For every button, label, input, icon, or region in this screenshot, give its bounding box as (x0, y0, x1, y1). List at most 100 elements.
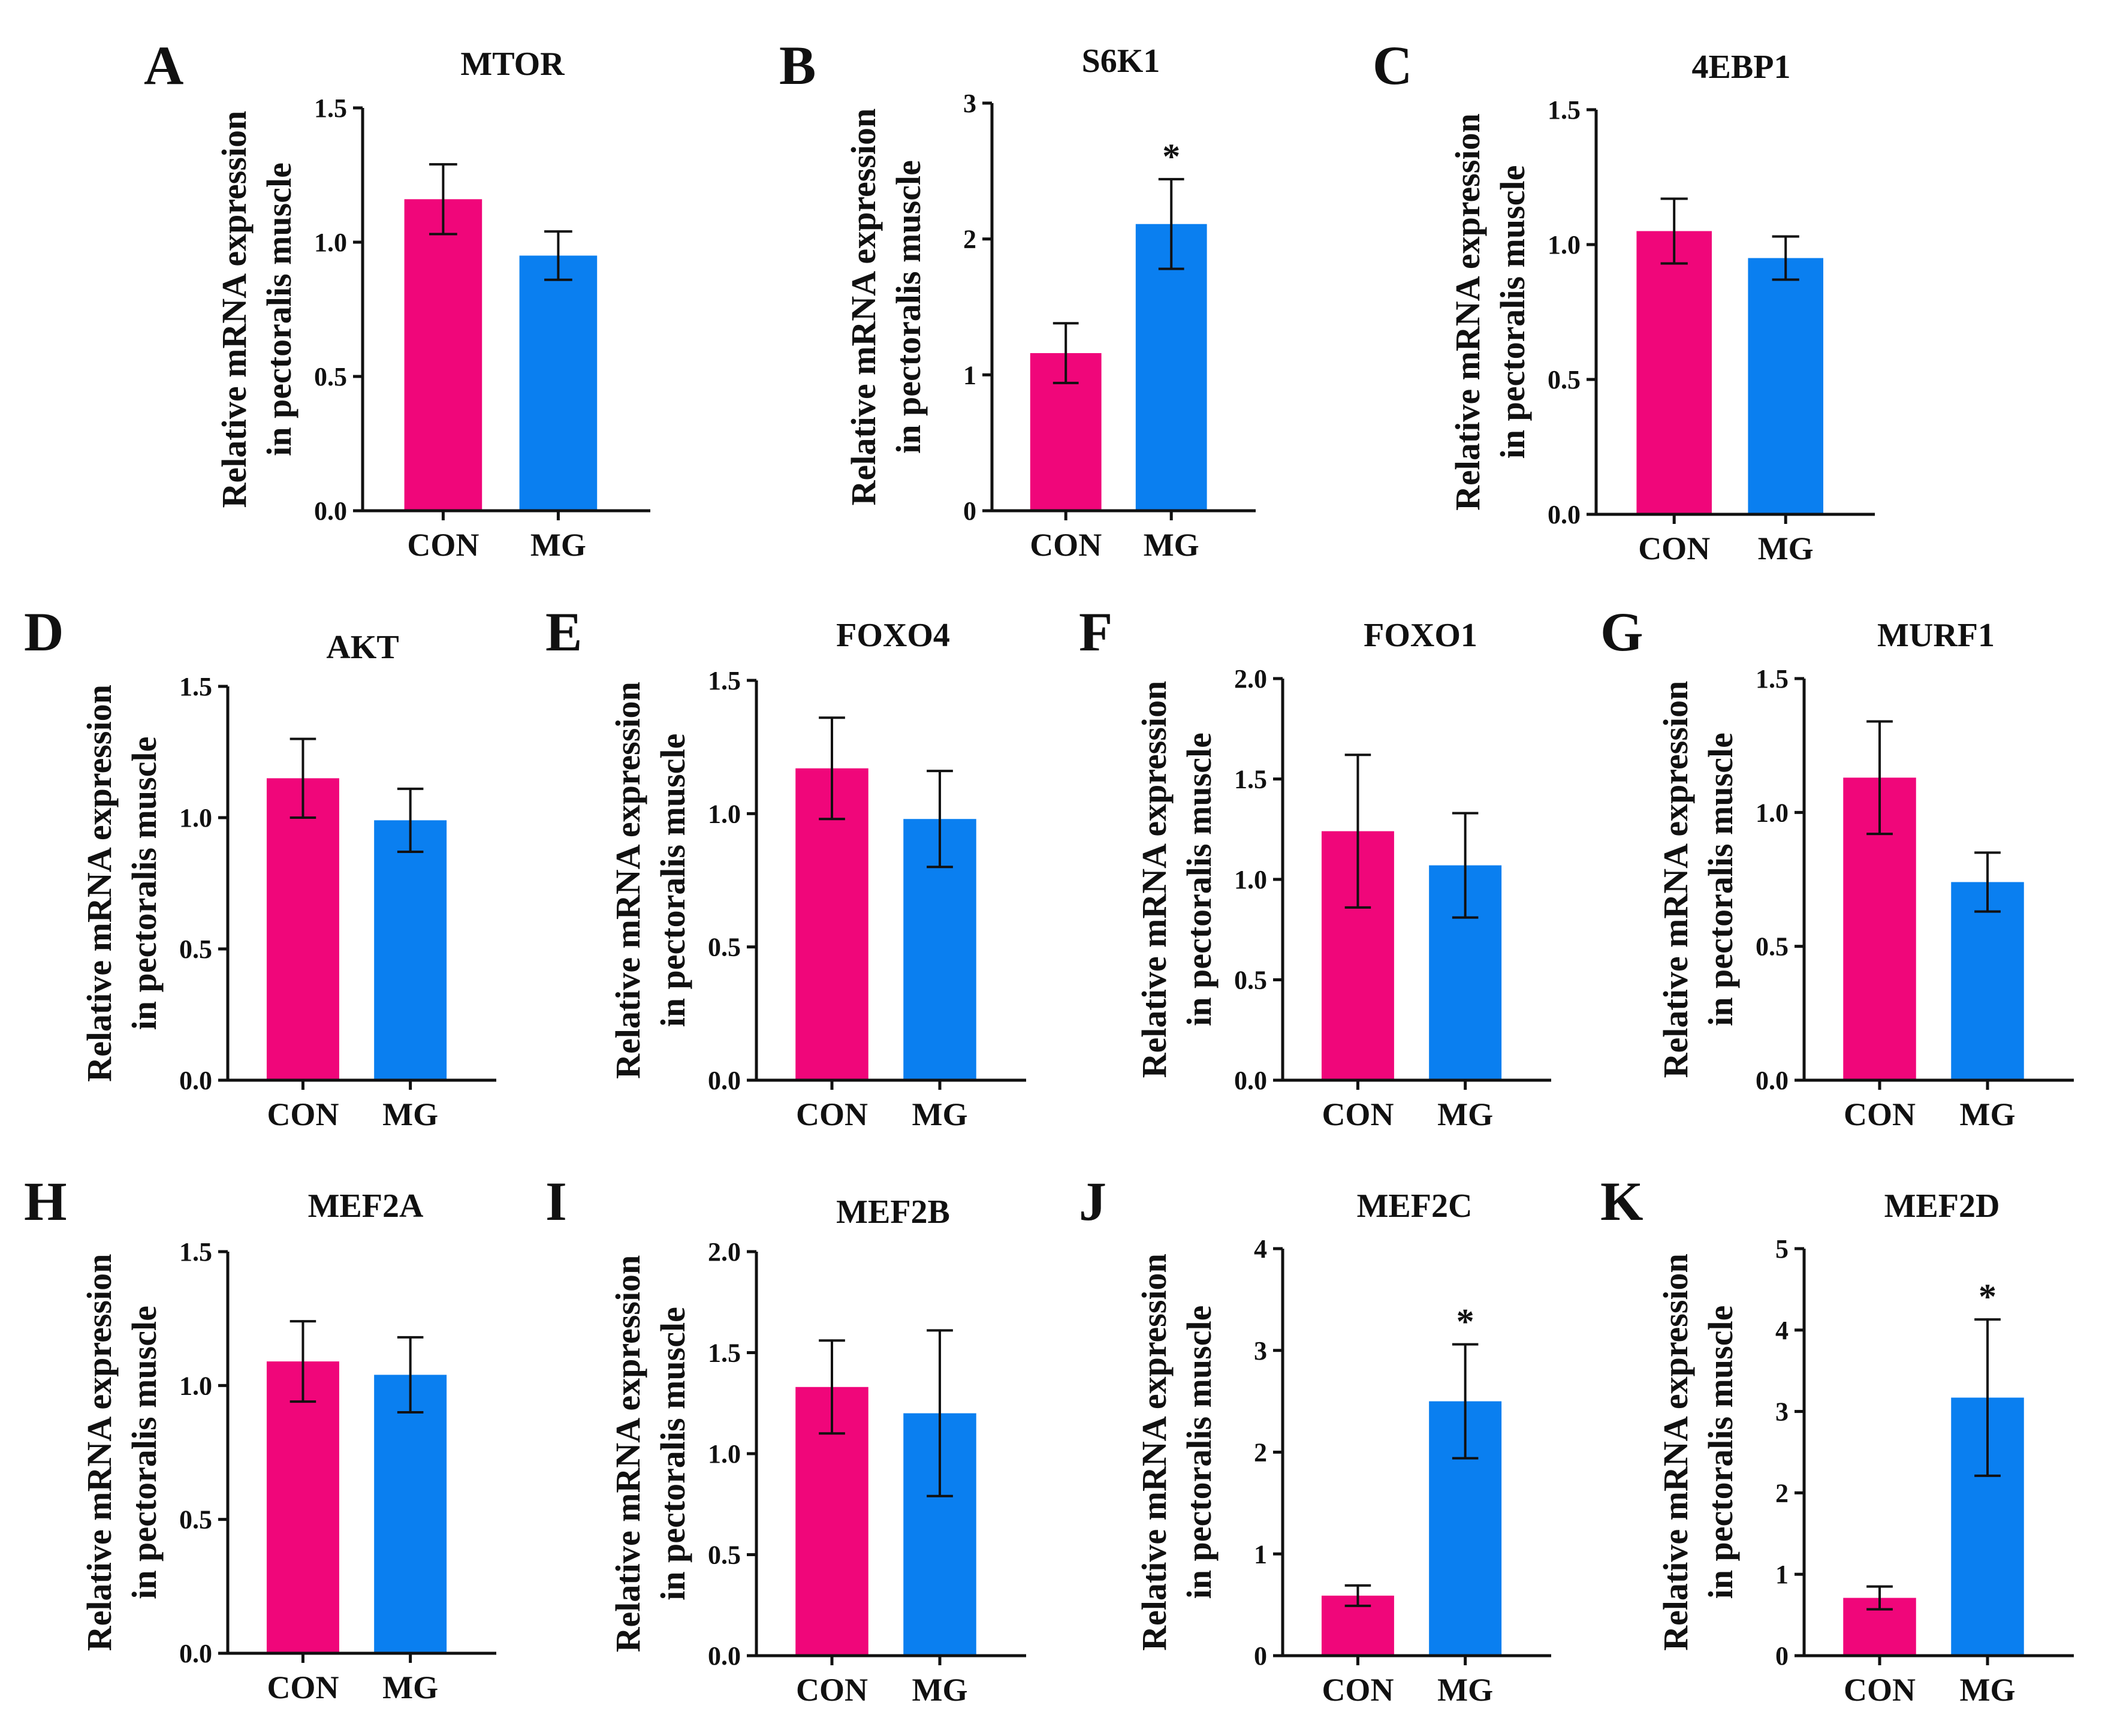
y-tick-label: 4 (1775, 1316, 1789, 1345)
bar-con (404, 199, 482, 511)
y-tick-label: 1.5 (708, 1339, 741, 1368)
y-axis-label-line1: Relative mRNA expression (80, 685, 119, 1082)
y-tick-label: 2 (963, 225, 976, 254)
y-tick-label: 0.5 (708, 1541, 741, 1570)
bar-mg (374, 820, 447, 1080)
y-tick-label: 1 (1775, 1560, 1789, 1589)
x-tick-label-mg: MG (1758, 531, 1814, 566)
y-tick-label: 1 (1254, 1539, 1267, 1569)
y-tick-label: 2 (1254, 1438, 1267, 1467)
y-tick-label: 1.0 (179, 1371, 212, 1400)
panel-letter: C (1373, 35, 1412, 96)
bar-con (266, 1361, 339, 1653)
y-axis-label-line1: Relative mRNA expression (80, 1254, 119, 1651)
y-tick-label: 5 (1775, 1234, 1789, 1264)
panel-i: I MEF2B Relative mRNA expression in pectora… (545, 1171, 1026, 1708)
y-tick-label: 1.0 (1756, 798, 1789, 827)
bar-mg (1951, 882, 2024, 1080)
x-tick-label-mg: MG (912, 1672, 968, 1708)
y-tick-label: 0.5 (314, 362, 347, 391)
y-tick-label: 1 (963, 360, 976, 390)
y-tick-label: 3 (963, 89, 976, 118)
panel-e: E FOXO4 Relative mRNA expression in pectora… (545, 601, 1026, 1132)
x-tick-label-con: CON (267, 1096, 339, 1132)
y-tick-label: 4 (1254, 1234, 1267, 1264)
panel-a: A MTOR Relative mRNA expression in pectoral… (144, 35, 650, 563)
significance-marker: * (1162, 137, 1180, 176)
x-tick-label-mg: MG (1144, 527, 1199, 563)
panel-k: K MEF2D Relative mRNA expression in pectora… (1600, 1171, 2074, 1708)
y-axis-label-line1: Relative mRNA expression (608, 682, 647, 1079)
panel-letter: G (1600, 601, 1643, 662)
x-tick-label-mg: MG (382, 1096, 438, 1132)
y-axis-label-line2: in pectoralis muscle (653, 1307, 692, 1601)
panel-letter: K (1600, 1171, 1643, 1232)
x-tick-label-mg: MG (530, 527, 586, 563)
x-tick-label-con: CON (1030, 527, 1102, 563)
significance-marker: * (1979, 1277, 1997, 1316)
y-axis-label-line1: Relative mRNA expression (844, 108, 883, 506)
panel-title: MEF2C (1357, 1188, 1473, 1225)
panel-letter: B (779, 35, 816, 96)
x-tick-label-mg: MG (912, 1096, 968, 1132)
y-tick-label: 3 (1254, 1336, 1267, 1366)
panel-title: AKT (326, 629, 399, 666)
y-tick-label: 0.0 (1234, 1066, 1267, 1095)
y-tick-label: 1.0 (708, 799, 741, 828)
bar-mg (374, 1375, 447, 1653)
x-tick-label-con: CON (1322, 1096, 1394, 1132)
x-tick-label-con: CON (1844, 1672, 1916, 1708)
y-tick-label: 1.5 (179, 1237, 212, 1267)
y-axis-label-line1: Relative mRNA expression (1448, 113, 1487, 511)
y-tick-label: 2.0 (1234, 664, 1267, 694)
x-tick-label-mg: MG (1437, 1096, 1493, 1132)
x-tick-label-con: CON (267, 1669, 339, 1705)
panel-title: FOXO1 (1364, 617, 1477, 654)
panel-letter: H (24, 1171, 67, 1232)
y-tick-label: 1.5 (708, 666, 741, 695)
y-axis-label-line2: in pectoralis muscle (125, 1306, 164, 1599)
panel-letter: A (144, 35, 183, 96)
y-axis-label-line2: in pectoralis muscle (260, 162, 298, 456)
y-axis-label-line2: in pectoralis muscle (125, 737, 164, 1030)
panel-letter: J (1079, 1171, 1106, 1232)
y-tick-label: 1.5 (1548, 95, 1581, 125)
y-tick-label: 3 (1775, 1397, 1789, 1427)
panel-title: MEF2D (1884, 1188, 2000, 1225)
y-axis-label-line1: Relative mRNA expression (1656, 1253, 1695, 1651)
panel-h: H MEF2A Relative mRNA expression in pectora… (24, 1171, 496, 1705)
y-tick-label: 1.5 (1756, 664, 1789, 694)
y-tick-label: 0.0 (708, 1066, 741, 1095)
panel-f: F FOXO1 Relative mRNA expression in pectora… (1079, 601, 1551, 1132)
x-tick-label-con: CON (796, 1096, 868, 1132)
y-tick-label: 0.5 (1548, 365, 1581, 394)
panel-b: B S6K1 Relative mRNA expression in pectoral… (779, 35, 1256, 563)
y-axis-label-line2: in pectoralis muscle (1701, 733, 1740, 1026)
y-tick-label: 0.5 (179, 935, 212, 964)
panel-title: MEF2A (308, 1188, 424, 1225)
y-tick-label: 0.5 (708, 933, 741, 962)
panel-letter: F (1079, 601, 1112, 662)
y-tick-label: 2 (1775, 1478, 1789, 1508)
y-axis-label-line2: in pectoralis muscle (1180, 733, 1219, 1026)
significance-marker: * (1456, 1302, 1474, 1342)
y-tick-label: 0.0 (708, 1641, 741, 1671)
y-axis-label-line2: in pectoralis muscle (889, 160, 928, 454)
y-tick-label: 1.5 (314, 94, 347, 123)
y-tick-label: 1.0 (1548, 230, 1581, 260)
y-tick-label: 0.5 (1756, 932, 1789, 962)
bar-mg (519, 255, 598, 511)
panel-title: MEF2B (836, 1194, 950, 1231)
panel-d: D AKT Relative mRNA expression in pectorali… (24, 601, 496, 1132)
x-tick-label-mg: MG (382, 1669, 438, 1705)
y-tick-label: 0 (963, 496, 976, 526)
y-tick-label: 0.5 (1234, 966, 1267, 995)
y-axis-label-line1: Relative mRNA expression (215, 111, 254, 508)
panel-title: MURF1 (1877, 617, 1995, 654)
y-tick-label: 0.0 (314, 496, 347, 526)
y-tick-label: 0.0 (179, 1639, 212, 1668)
y-axis-label-line2: in pectoralis muscle (1493, 165, 1532, 459)
y-tick-label: 1.5 (179, 672, 212, 701)
y-tick-label: 1.0 (708, 1439, 741, 1469)
panel-j: J MEF2C Relative mRNA expression in pectora… (1079, 1171, 1551, 1708)
